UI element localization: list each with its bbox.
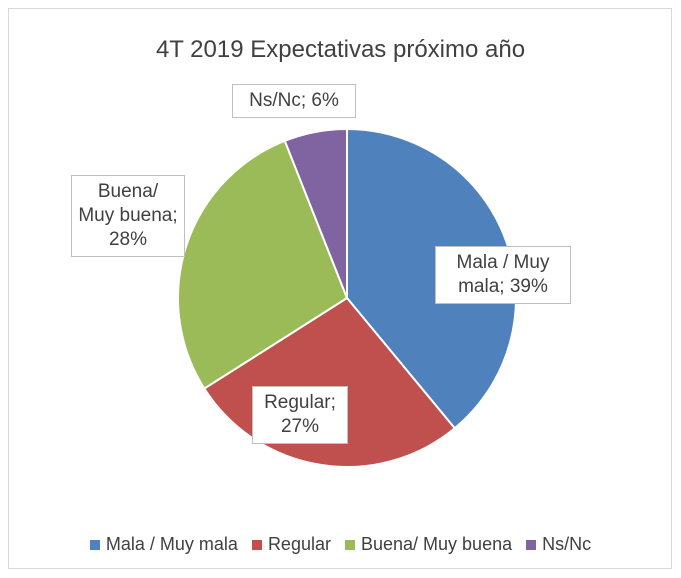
- pie-slice: [346, 127, 518, 430]
- chart-border: [8, 8, 672, 569]
- legend-swatch: [89, 539, 100, 550]
- legend-swatch: [526, 539, 537, 550]
- pie-slice: [283, 127, 348, 299]
- legend-label: Ns/Nc: [542, 534, 592, 554]
- data-label: Ns/Nc; 6%: [232, 84, 356, 118]
- legend-swatch: [344, 539, 355, 550]
- legend-swatch: [251, 539, 262, 550]
- pie-slice: [177, 139, 349, 390]
- legend-label: Regular: [267, 534, 331, 554]
- legend: Mala / Muy mala Regular Buena/ Muy buena Ns…: [0, 534, 681, 555]
- legend-item: Ns/Nc: [526, 534, 591, 555]
- legend-item: Regular: [251, 534, 331, 555]
- legend-item: Mala / Muy mala: [89, 534, 238, 555]
- legend-item: Buena/ Muy buena: [344, 534, 513, 555]
- data-label: Mala / Muy mala; 39%: [435, 246, 571, 304]
- data-label: Regular; 27%: [252, 386, 348, 444]
- chart-title: 4T 2019 Expectativas próximo año: [155, 36, 526, 63]
- data-label: Buena/ Muy buena; 28%: [71, 175, 185, 257]
- legend-label: Buena/ Muy buena: [360, 534, 513, 554]
- legend-label: Mala / Muy mala: [105, 534, 238, 554]
